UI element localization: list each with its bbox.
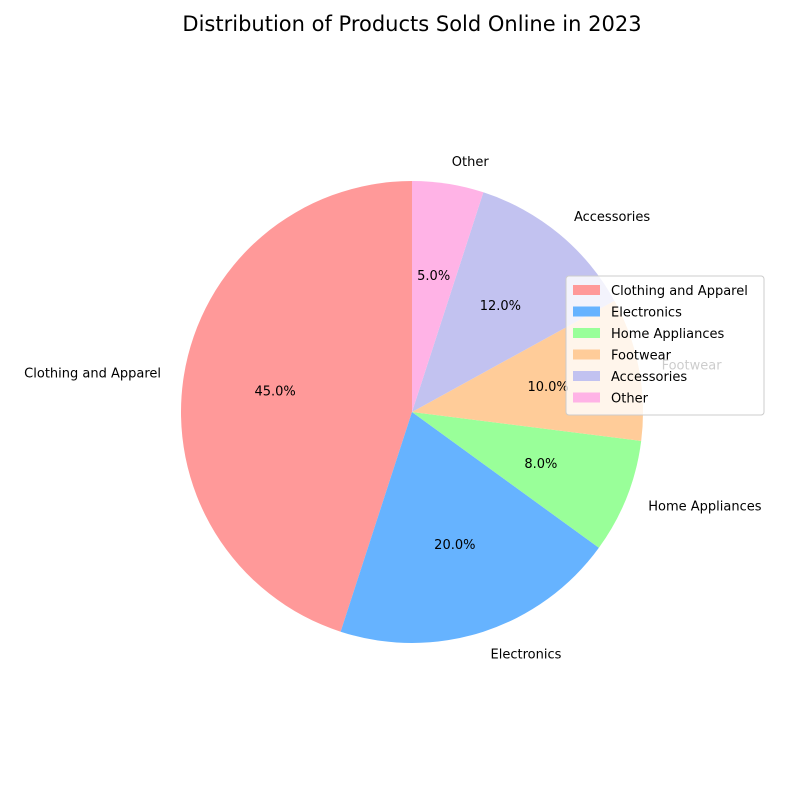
legend-swatch-accessories <box>573 371 600 381</box>
legend-swatch-home-appliances <box>573 328 600 338</box>
legend-swatch-other <box>573 392 600 403</box>
legend-label-other: Other <box>611 392 649 407</box>
pie-slice-electronics <box>340 412 599 643</box>
pct-label-accessories: 12.0% <box>480 299 521 314</box>
pie-slice-home-appliances <box>412 412 642 548</box>
legend-label-clothing-and-apparel: Clothing and Apparel <box>611 284 748 299</box>
legend-label-home-appliances: Home Appliances <box>611 327 724 342</box>
pie-slice-clothing-and-apparel <box>181 181 412 632</box>
legend-box <box>565 275 765 416</box>
pie-slice-other <box>412 181 484 412</box>
legend-swatch-footwear <box>573 349 600 360</box>
pct-label-electronics: 20.0% <box>434 538 475 553</box>
slice-label-home-appliances: Home Appliances <box>648 500 761 515</box>
legend-swatch-electronics <box>573 306 600 317</box>
labels-layer: 45.0% Clothing and Apparel 20.0% Electronic… <box>24 155 762 663</box>
legend: Clothing and Apparel Electronics Home Appl… <box>565 275 765 416</box>
legend-label-electronics: Electronics <box>611 306 682 321</box>
pct-label-footwear: 10.0% <box>527 380 568 395</box>
legend-label-accessories: Accessories <box>611 370 687 385</box>
legend-label-footwear: Footwear <box>611 349 672 364</box>
pct-label-home-appliances: 8.0% <box>524 457 557 472</box>
chart-title: Distribution of Products Sold Online in … <box>182 12 641 36</box>
legend-swatch-clothing-and-apparel <box>573 285 600 295</box>
pct-label-clothing-and-apparel: 45.0% <box>254 384 295 399</box>
slice-label-other: Other <box>452 155 490 170</box>
pie-slice-accessories <box>412 192 615 412</box>
slice-label-clothing-and-apparel: Clothing and Apparel <box>24 366 161 381</box>
slice-label-electronics: Electronics <box>491 648 562 663</box>
pct-label-other: 5.0% <box>417 269 450 284</box>
slice-label-accessories: Accessories <box>574 210 650 225</box>
